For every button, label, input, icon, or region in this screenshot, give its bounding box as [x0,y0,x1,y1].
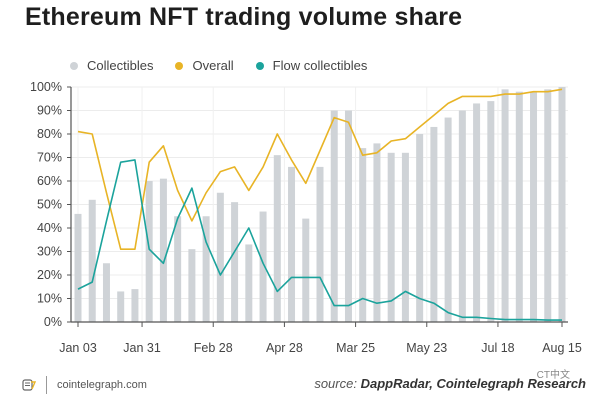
x-tick-label: Jan 31 [123,341,161,355]
y-axis: 0% 10% 20% 30% 40% 50% 60% 70% 80% 90% 100% [30,80,72,329]
bar-collectibles [245,244,253,322]
bar-collectibles [359,148,367,322]
x-tick-label: May 23 [406,341,447,355]
bar-collectibles [487,101,495,322]
bar-collectibles [74,213,82,322]
legend-label-overall: Overall [192,58,234,73]
bar-collectibles [131,289,139,322]
bar-collectibles [344,110,352,322]
x-tick-label: Mar 25 [336,341,375,355]
x-tick-label: Aug 15 [542,341,582,355]
bar-collectibles [159,178,167,322]
bar-collectibles [373,143,381,322]
legend-item-collectibles[interactable]: Collectibles [70,58,153,73]
bar-collectibles [88,199,96,322]
bars-collectibles [74,87,566,322]
x-tick-label: Jan 03 [59,341,97,355]
bar-collectibles [330,110,338,322]
bar-collectibles [216,192,224,322]
source-credit: source: DappRadar, Cointelegraph Researc… [314,376,586,391]
watermark: CT中文 [536,370,570,381]
y-tick-label: 40% [37,221,62,235]
bar-collectibles [273,155,281,322]
bar-collectibles [515,91,523,322]
legend-dot-collectibles [70,61,78,70]
bar-collectibles [174,216,182,322]
bar-collectibles [316,166,324,322]
y-tick-label: 60% [37,174,62,188]
source-text: DappRadar, Cointelegraph Research [360,376,586,391]
bar-collectibles [231,202,239,322]
legend-label-collectibles: Collectibles [87,58,154,73]
legend-item-overall[interactable]: Overall [175,58,234,73]
bar-collectibles [259,211,267,322]
lines [77,88,563,321]
source-prefix: source: [314,376,357,391]
bar-collectibles [416,134,424,322]
bar-collectibles [302,218,310,322]
y-tick-label: 0% [44,315,62,329]
line-overall [77,88,563,250]
site-link[interactable]: cointelegraph.com [57,379,147,391]
legend-item-flow[interactable]: Flow collectibles [255,58,368,73]
y-tick-label: 80% [37,127,62,141]
bar-collectibles [202,216,210,322]
bar-collectibles [102,263,110,322]
bar-collectibles [288,166,296,322]
legend-dot-overall [175,61,184,70]
bar-collectibles [387,152,395,322]
bar-collectibles [117,291,125,322]
y-tick-label: 100% [30,80,62,94]
bar-collectibles [145,181,153,322]
line-flow-collectibles [77,159,562,321]
y-tick-label: 10% [37,292,62,306]
bar-collectibles [530,91,538,322]
footer-divider [46,376,47,394]
bar-collectibles [401,152,409,322]
x-axis: Jan 03 Jan 31 Feb 28 Apr 28 Mar 25 May 23 Jul … [59,321,582,355]
legend: Collectibles Overall Flow collectibles [70,58,367,73]
x-tick-label: Jul 18 [481,341,514,355]
bar-collectibles [444,117,452,322]
bar-collectibles [473,103,481,322]
legend-label-flow: Flow collectibles [272,58,368,73]
y-tick-label: 20% [37,268,62,282]
x-tick-label: Feb 28 [194,341,233,355]
y-tick-label: 70% [37,151,62,165]
bar-collectibles [501,89,509,322]
cointelegraph-logo-icon [22,378,37,392]
bar-collectibles [544,89,552,322]
y-tick-label: 50% [37,198,62,212]
chart-title: Ethereum NFT trading volume share [25,3,463,31]
bar-collectibles [458,110,466,322]
bar-collectibles [558,87,566,322]
footer-brand: cointelegraph.com [22,376,147,394]
y-tick-label: 30% [37,245,62,259]
x-tick-label: Apr 28 [266,341,303,355]
bar-collectibles [430,126,438,322]
legend-dot-flow [255,61,264,70]
bar-collectibles [188,249,196,322]
y-tick-label: 90% [37,104,62,118]
